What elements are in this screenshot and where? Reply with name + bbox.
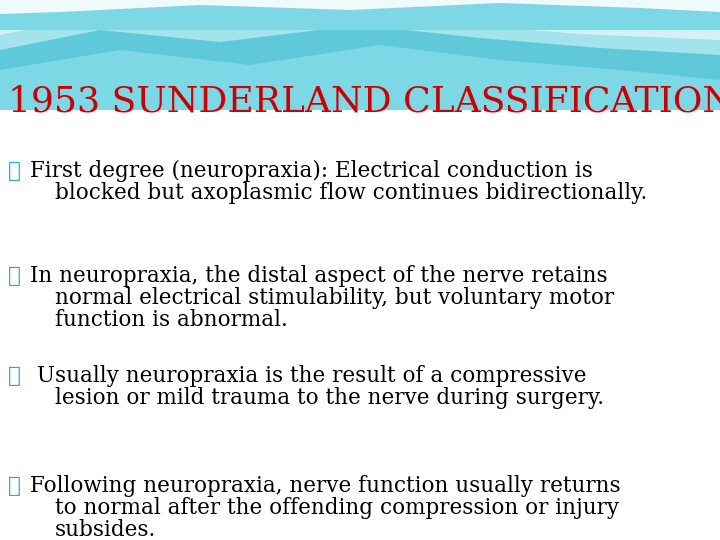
Polygon shape [0,0,720,110]
Text: In neuropraxia, the distal aspect of the nerve retains: In neuropraxia, the distal aspect of the… [30,265,608,287]
Text: Usually neuropraxia is the result of a compressive: Usually neuropraxia is the result of a c… [30,365,587,387]
Text: First degree (neuropraxia): Electrical conduction is: First degree (neuropraxia): Electrical c… [30,160,593,182]
Text: ♻: ♻ [8,475,21,497]
Text: blocked but axoplasmic flow continues bidirectionally.: blocked but axoplasmic flow continues bi… [55,182,647,204]
Polygon shape [0,0,720,55]
Text: subsides.: subsides. [55,519,156,540]
Polygon shape [0,0,720,40]
Text: ♻: ♻ [8,160,21,182]
Text: ♻: ♻ [8,265,21,287]
Bar [0,0,720,30]
Text: function is abnormal.: function is abnormal. [55,309,288,331]
Polygon shape [0,0,720,14]
Text: normal electrical stimulability, but voluntary motor: normal electrical stimulability, but vol… [55,287,614,309]
Text: to normal after the offending compression or injury: to normal after the offending compressio… [55,497,619,519]
Text: 1953 SUNDERLAND CLASSIFICATION: 1953 SUNDERLAND CLASSIFICATION [8,85,720,119]
Text: ♻: ♻ [8,365,21,387]
Text: lesion or mild trauma to the nerve during surgery.: lesion or mild trauma to the nerve durin… [55,387,604,409]
Text: Following neuropraxia, nerve function usually returns: Following neuropraxia, nerve function us… [30,475,621,497]
Polygon shape [0,0,720,80]
